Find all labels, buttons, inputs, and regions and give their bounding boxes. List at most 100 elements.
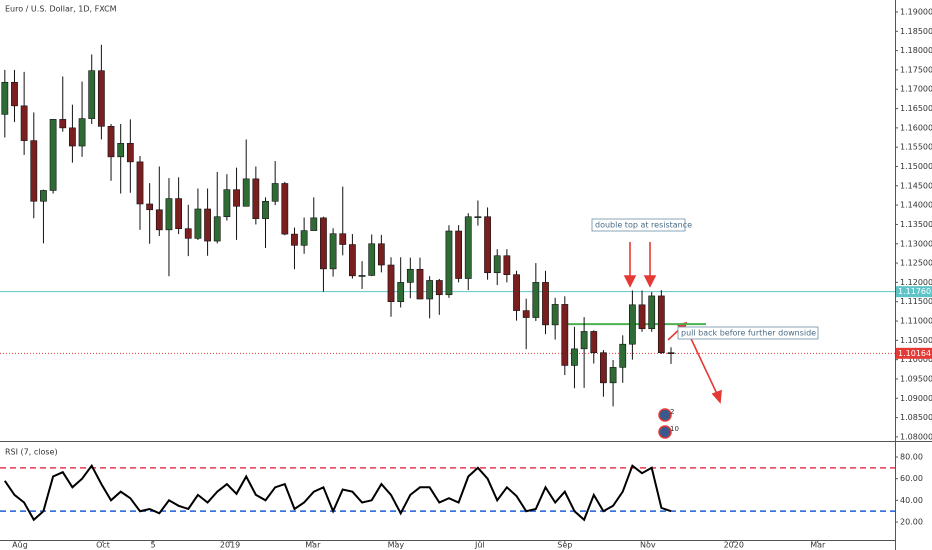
- candle-body: [551, 304, 559, 326]
- candle-body: [223, 189, 231, 218]
- candle-body: [590, 331, 598, 353]
- candle-body: [146, 203, 154, 211]
- candle-body: [30, 140, 38, 202]
- candle-body: [628, 304, 636, 345]
- event-icon: [658, 425, 672, 439]
- x-tick-label: Mar: [305, 541, 321, 550]
- candle-body: [387, 264, 395, 303]
- candle-body: [69, 127, 76, 147]
- x-tick-label: Sep: [557, 541, 572, 550]
- candle-body: [88, 70, 96, 119]
- candle-body: [571, 348, 578, 366]
- y-tick-label: 1.19000: [900, 7, 932, 16]
- candle-body: [329, 233, 337, 270]
- candle-body: [78, 118, 86, 147]
- candle-body: [117, 143, 125, 158]
- last_price-label: 1.10164: [898, 349, 931, 358]
- candle-body: [493, 255, 501, 274]
- arrow-head: [623, 275, 637, 288]
- x-tick-label: May: [388, 541, 405, 550]
- chart-title: Euro / U.S. Dollar, 1D, FXCM: [5, 5, 117, 14]
- y-tick-label: 1.10000: [900, 355, 932, 364]
- candle-body: [165, 198, 173, 231]
- x-tick-label: Jul: [474, 541, 485, 550]
- candle-body: [175, 198, 183, 229]
- x-tick-label: 2019: [220, 541, 240, 550]
- event-label: 10: [670, 425, 679, 433]
- candle-body: [349, 244, 356, 277]
- y-tick-label: 1.14000: [900, 201, 932, 210]
- y-tick-label: 1.12000: [900, 278, 932, 287]
- candle-body: [474, 216, 482, 219]
- y-tick-label: 1.11500: [900, 297, 932, 306]
- candle-body: [20, 105, 28, 141]
- y-tick-label: 1.18000: [900, 46, 932, 55]
- candle-body: [484, 216, 491, 274]
- candle-body: [542, 282, 549, 326]
- y-tick-label: 60.00: [900, 474, 923, 483]
- candle-body: [580, 331, 588, 350]
- x-tick-label: 5: [150, 541, 155, 550]
- candle-body: [416, 268, 424, 300]
- last_price-tag: [896, 347, 932, 359]
- event-label: 2: [670, 408, 674, 416]
- y-tick-label: 1.08000: [900, 432, 932, 441]
- rsi-title: RSI (7, close): [5, 448, 58, 457]
- y-tick-label: 80.00: [900, 452, 923, 461]
- y-tick-label: 1.17000: [900, 85, 932, 94]
- y-tick-label: 1.15500: [900, 143, 932, 152]
- candle-body: [252, 178, 260, 219]
- candle-body: [300, 230, 308, 246]
- annotation-box: [677, 326, 819, 340]
- y-tick-label: 1.17500: [900, 65, 932, 74]
- candle-body: [136, 161, 144, 205]
- y-tick-label: 1.10500: [900, 336, 932, 345]
- candle-body: [532, 282, 540, 318]
- candle-body: [561, 304, 569, 366]
- candle-body: [435, 280, 443, 296]
- candle-body: [445, 230, 453, 296]
- candle-body: [503, 255, 511, 275]
- event-icon: [658, 408, 672, 422]
- candle-body: [513, 274, 520, 311]
- candle-body: [242, 178, 250, 207]
- candle-body: [339, 233, 347, 245]
- candle-body: [667, 352, 675, 354]
- resistance-label: 1.11760: [898, 287, 931, 296]
- candle-body: [638, 304, 646, 330]
- y-tick-label: 1.08500: [900, 413, 932, 422]
- y-tick-label: 1.16000: [900, 123, 932, 132]
- annotation-box: [591, 218, 686, 232]
- candle-body: [648, 295, 656, 330]
- candle-body: [397, 282, 405, 303]
- candle-body: [11, 81, 18, 107]
- candle-body: [358, 275, 366, 277]
- y-tick-label: 40.00: [900, 496, 923, 505]
- candle-body: [426, 280, 434, 300]
- candle-body: [271, 183, 279, 202]
- y-tick-label: 1.13000: [900, 239, 932, 248]
- x-tick-label: Nov: [640, 541, 656, 550]
- x-tick-label: Oct: [96, 541, 110, 550]
- y-tick-label: 1.15000: [900, 162, 932, 171]
- candle-body: [281, 183, 289, 235]
- annotation: pull back before further downside: [681, 329, 816, 338]
- candle-body: [657, 295, 665, 353]
- candle-body: [233, 189, 240, 207]
- y-tick-label: 1.12500: [900, 259, 932, 268]
- candle-body: [204, 208, 211, 242]
- y-tick-label: 1.09000: [900, 394, 932, 403]
- candle-body: [464, 216, 472, 279]
- candle-body: [59, 119, 67, 129]
- arrow-head: [711, 389, 722, 404]
- candle-body: [213, 216, 221, 242]
- candle-body: [194, 208, 202, 239]
- candle-body: [184, 228, 192, 239]
- y-tick-label: 1.13500: [900, 220, 932, 229]
- candle-body: [1, 81, 9, 115]
- x-tick-label: 2020: [724, 541, 744, 550]
- resistance-tag: [896, 286, 932, 298]
- y-tick-label: 1.11000: [900, 317, 932, 326]
- y-tick-label: 20.00: [900, 518, 923, 527]
